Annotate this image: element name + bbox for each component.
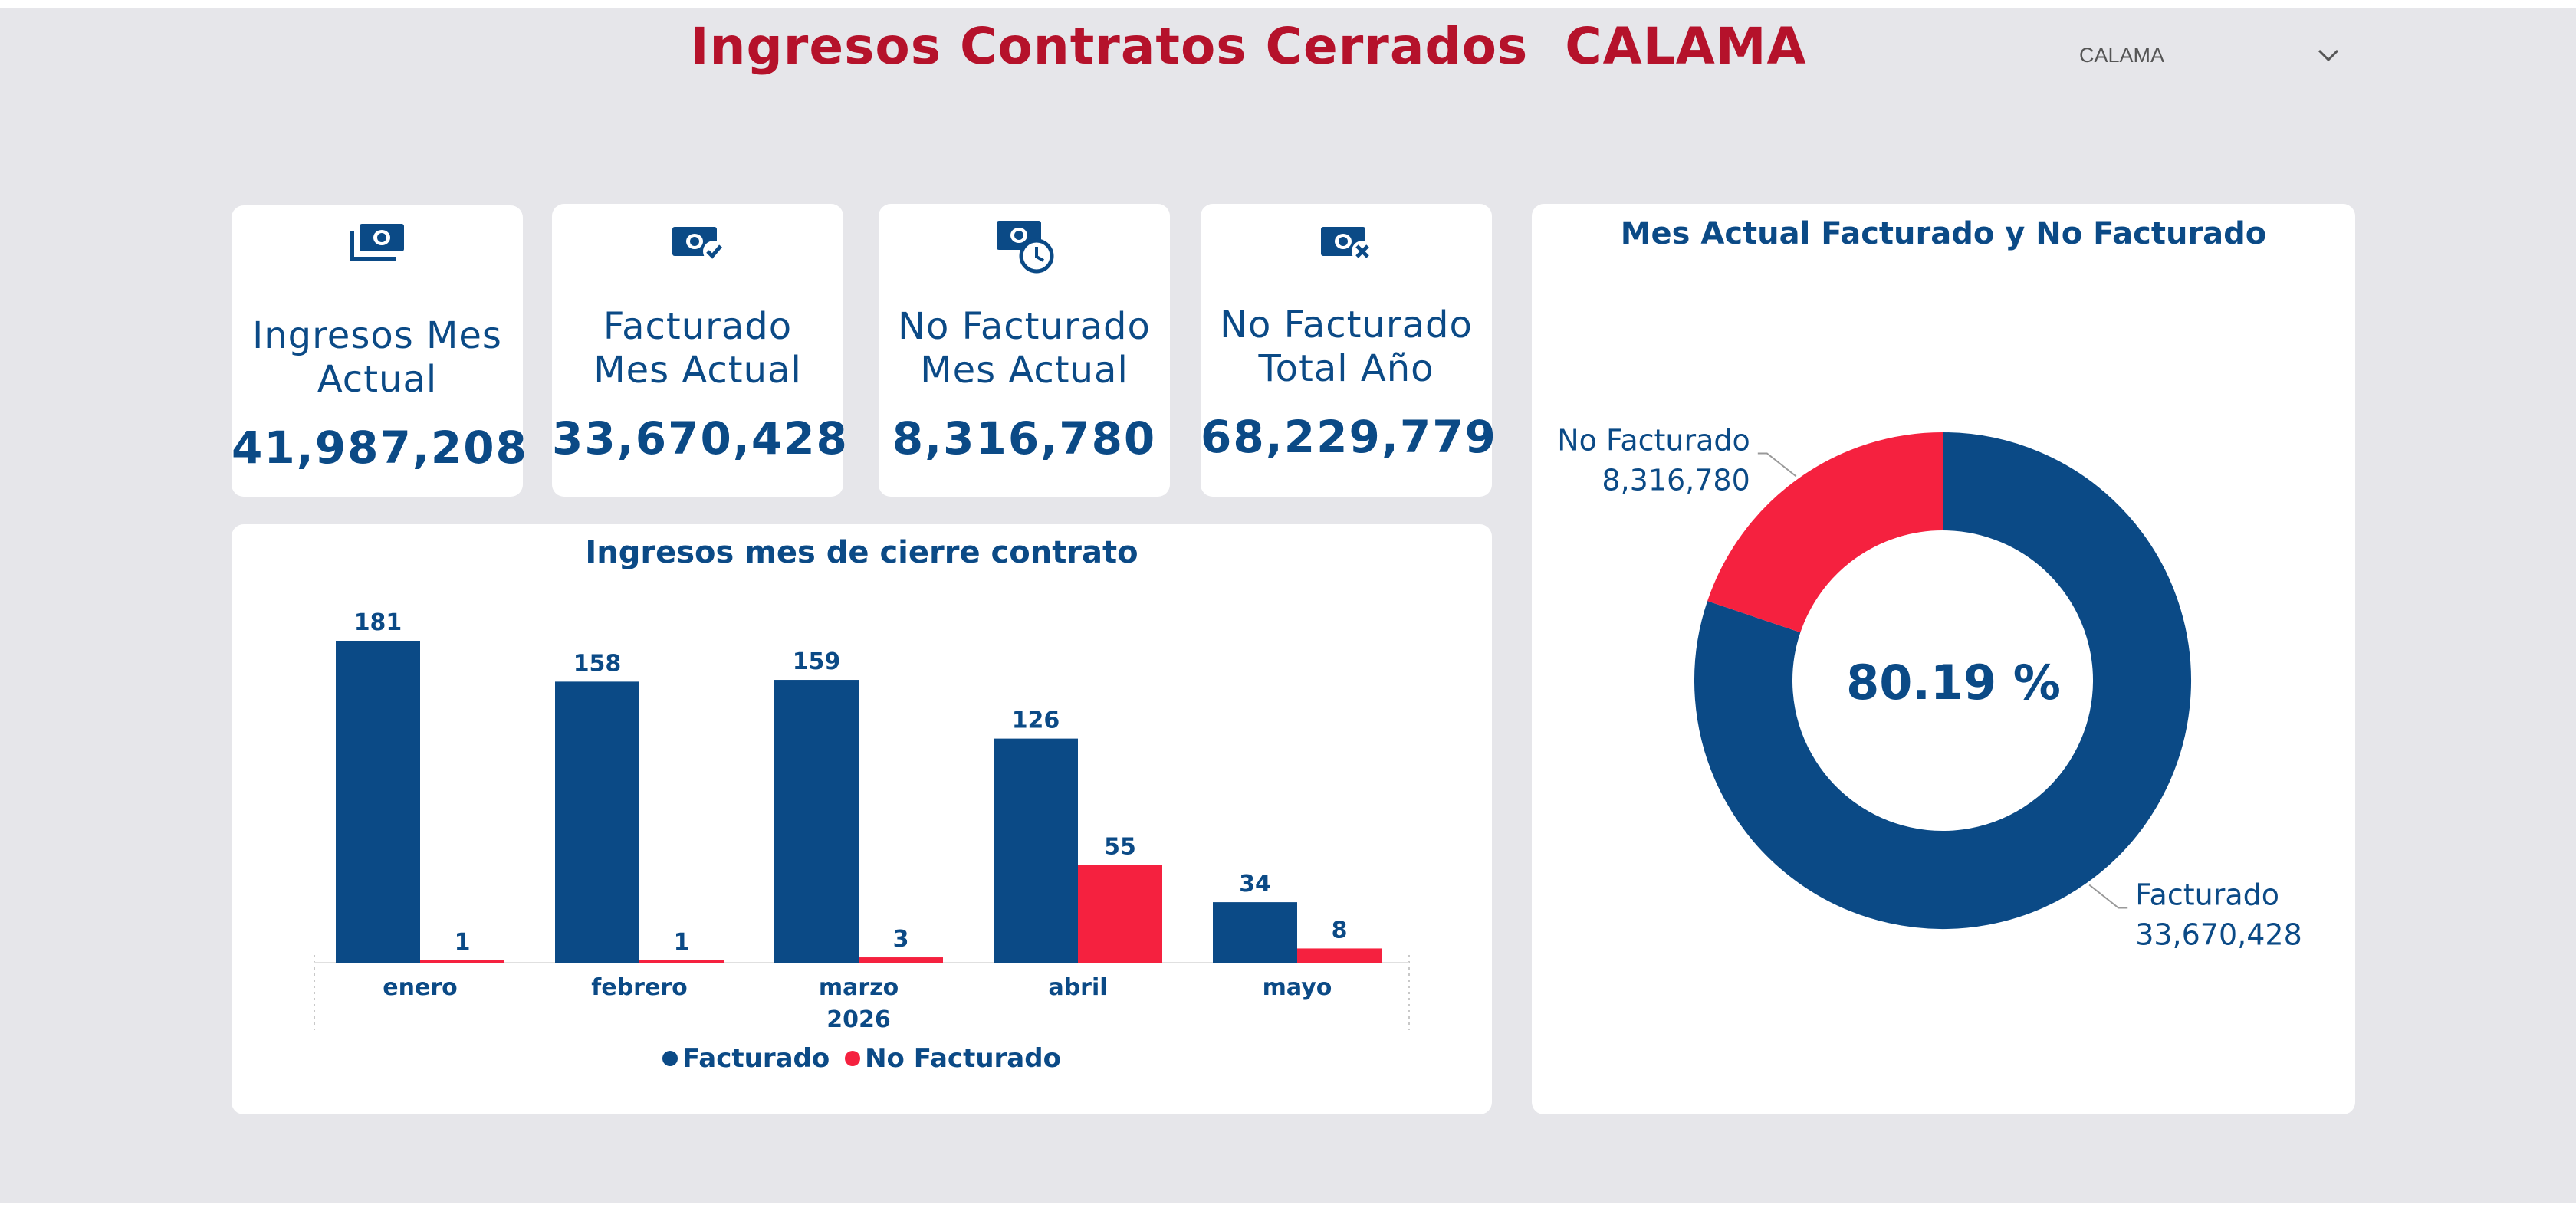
bar-facturado xyxy=(994,738,1078,963)
legend-item-facturado[interactable]: Facturado xyxy=(662,1043,830,1074)
data-label: 159 xyxy=(793,648,841,675)
money-check-icon xyxy=(672,227,724,262)
bar-no-facturado xyxy=(639,960,724,963)
money-x-icon xyxy=(1321,227,1373,262)
kpi-value: 33,670,428 xyxy=(552,412,849,464)
bar-facturado xyxy=(1213,902,1297,963)
donut-chart-panel[interactable]: Mes Actual Facturado y No Facturado Fact… xyxy=(1532,204,2355,1114)
x-group-label: 2026 xyxy=(826,1006,891,1033)
bar-no-facturado xyxy=(1297,948,1382,963)
legend-item-no-facturado[interactable]: No Facturado xyxy=(845,1043,1061,1074)
x-tick-label: abril xyxy=(1048,974,1107,1001)
kpi-label: No Facturado Mes Actual xyxy=(898,305,1151,392)
kpi-label: Facturado Mes Actual xyxy=(593,305,802,392)
bar-chart-legend: Facturado No Facturado xyxy=(232,1042,1492,1074)
kpi-card-facturado-mes-actual[interactable]: Facturado Mes Actual 33,670,428 xyxy=(552,204,849,497)
leader-line xyxy=(2088,884,2128,909)
data-label: 8 xyxy=(1332,917,1348,944)
legend-dot-facturado xyxy=(662,1051,678,1066)
leader-line xyxy=(1757,452,1797,478)
money-stack-icon xyxy=(350,224,404,261)
kpi-value: 41,987,208 xyxy=(232,422,528,474)
x-tick-label: mayo xyxy=(1263,974,1332,1001)
legend-dot-no-facturado xyxy=(845,1051,861,1066)
data-label: 55 xyxy=(1104,833,1136,860)
x-tick-label: marzo xyxy=(819,974,899,1001)
bar-no-facturado xyxy=(1078,865,1162,963)
kpi-card-no-facturado-total-ano[interactable]: No Facturado Total Año 68,229,779 xyxy=(1201,204,1497,497)
money-clock-icon xyxy=(997,221,1054,274)
chevron-down-icon xyxy=(2318,49,2339,62)
donut-chart-title: Mes Actual Facturado y No Facturado xyxy=(1620,216,2267,251)
data-label: 126 xyxy=(1012,707,1060,734)
data-label: 1 xyxy=(674,929,690,956)
bar-chart-title: Ingresos mes de cierre contrato xyxy=(585,535,1138,570)
bar-chart-panel[interactable]: Ingresos mes de cierre contrato 181 1 ener… xyxy=(232,524,1492,1114)
x-tick-label: febrero xyxy=(591,974,687,1001)
data-label: 158 xyxy=(573,650,622,677)
donut-center-label: 80.19 % xyxy=(1846,655,2061,711)
kpi-label: Ingresos Mes Actual xyxy=(252,314,502,401)
data-label: 1 xyxy=(455,929,471,956)
page-title: Ingresos Contratos Cerrados CALAMA xyxy=(690,17,1807,76)
bar-facturado xyxy=(336,641,420,963)
data-label: 181 xyxy=(354,609,402,636)
kpi-value: 8,316,780 xyxy=(892,412,1157,464)
data-label: 34 xyxy=(1239,871,1271,898)
report-canvas: Ingresos Contratos Cerrados CALAMA CALAM… xyxy=(0,8,2576,1203)
slice-name-label: Facturado xyxy=(2135,878,2279,912)
donut-slice-facturado xyxy=(1694,432,2191,929)
slice-value-label: 33,670,428 xyxy=(2135,918,2302,952)
bar-facturado xyxy=(774,680,859,963)
bar-no-facturado xyxy=(420,960,504,963)
bar-chart: 181 1 enero 158 1 febrero 159 3 marzo 2026 126 55 ab… xyxy=(314,609,1410,1033)
kpi-card-no-facturado-mes-actual[interactable]: No Facturado Mes Actual 8,316,780 xyxy=(879,204,1170,497)
slicer-value: CALAMA xyxy=(2079,43,2165,67)
slice-name-label: No Facturado xyxy=(1557,423,1750,457)
legend-label: No Facturado xyxy=(865,1043,1061,1074)
slice-value-label: 8,316,780 xyxy=(1602,463,1750,497)
kpi-label: No Facturado Total Año xyxy=(1220,304,1473,390)
data-label: 3 xyxy=(893,926,909,953)
location-slicer[interactable]: CALAMA xyxy=(2079,37,2340,74)
donut-chart: Facturado 33,670,428 No Facturado 8,316,780… xyxy=(1557,423,2302,952)
donut-slice-no-facturado xyxy=(1707,432,1944,634)
kpi-card-ingresos-mes-actual[interactable]: Ingresos Mes Actual 41,987,208 xyxy=(232,205,528,497)
kpi-value: 68,229,779 xyxy=(1201,411,1497,463)
x-tick-label: enero xyxy=(383,974,457,1001)
legend-label: Facturado xyxy=(682,1043,830,1074)
bar-no-facturado xyxy=(859,957,943,963)
bar-facturado xyxy=(555,681,639,963)
